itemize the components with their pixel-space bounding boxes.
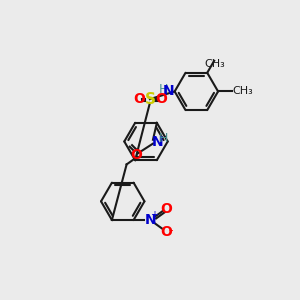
Text: N: N: [152, 135, 164, 149]
Text: O: O: [160, 225, 172, 238]
Text: H: H: [159, 82, 169, 96]
Text: N: N: [163, 84, 174, 98]
Text: O: O: [155, 92, 167, 106]
Text: N: N: [145, 213, 157, 227]
Text: O: O: [133, 92, 145, 106]
Text: -: -: [169, 224, 173, 237]
Text: +: +: [151, 210, 158, 220]
Text: CH₃: CH₃: [205, 59, 225, 69]
Text: O: O: [160, 202, 172, 216]
Text: O: O: [130, 148, 142, 162]
Text: H: H: [159, 132, 169, 145]
Text: S: S: [144, 92, 155, 106]
Text: CH₃: CH₃: [232, 86, 253, 96]
